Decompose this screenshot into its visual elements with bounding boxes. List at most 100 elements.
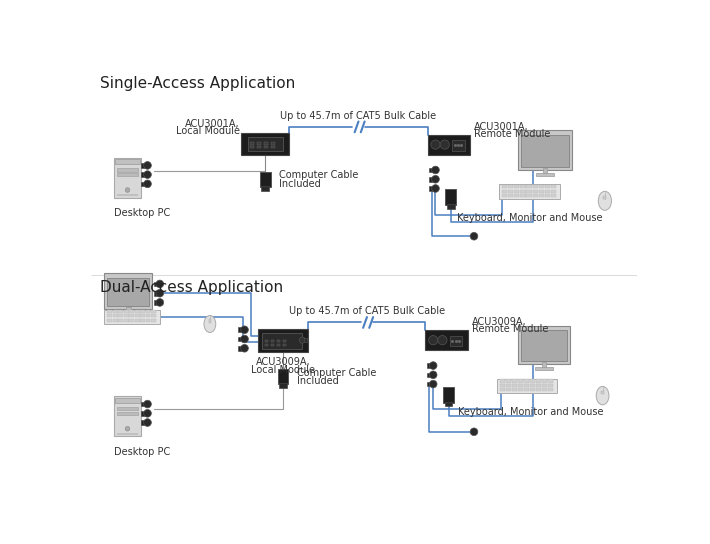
Bar	[257, 143, 261, 145]
Circle shape	[241, 326, 248, 333]
Bar	[271, 146, 275, 149]
Bar	[551, 194, 557, 197]
Text: ACU3009A,: ACU3009A,	[256, 357, 310, 368]
Bar	[124, 310, 129, 313]
Bar	[452, 140, 465, 151]
Bar	[512, 380, 518, 382]
Bar	[116, 173, 138, 176]
Bar	[526, 194, 532, 197]
Bar	[113, 319, 118, 322]
Circle shape	[430, 371, 437, 379]
Bar	[539, 190, 544, 193]
Bar	[542, 388, 547, 391]
Bar	[506, 380, 511, 382]
Bar	[545, 194, 550, 197]
Circle shape	[299, 337, 305, 343]
Text: Desktop PC: Desktop PC	[114, 208, 170, 219]
Bar	[116, 412, 138, 415]
Bar	[141, 182, 148, 186]
Bar	[514, 186, 520, 188]
Bar	[518, 325, 570, 364]
Bar	[153, 282, 160, 286]
Bar	[545, 186, 550, 188]
Bar	[124, 314, 129, 318]
Circle shape	[156, 280, 164, 288]
Circle shape	[143, 410, 151, 417]
Bar	[524, 388, 530, 391]
Bar	[532, 186, 538, 188]
Bar	[604, 196, 606, 199]
Text: Up to 45.7m of CAT5 Bulk Cable: Up to 45.7m of CAT5 Bulk Cable	[289, 306, 445, 316]
Bar	[115, 398, 140, 403]
Bar	[141, 310, 145, 313]
Bar	[427, 363, 433, 368]
Bar	[500, 384, 506, 387]
Bar	[239, 327, 244, 332]
Circle shape	[431, 140, 440, 149]
Bar	[283, 340, 286, 343]
Bar	[530, 388, 535, 391]
Bar	[535, 173, 554, 176]
Ellipse shape	[596, 386, 609, 405]
Text: Dual-Access Application: Dual-Access Application	[100, 280, 283, 295]
Bar	[502, 194, 507, 197]
Bar	[445, 189, 457, 205]
Circle shape	[430, 362, 437, 369]
Bar	[548, 388, 553, 391]
Bar	[265, 340, 268, 343]
Bar	[135, 314, 140, 318]
Bar	[107, 314, 112, 318]
Circle shape	[438, 336, 447, 345]
Bar	[536, 384, 541, 387]
Text: ACU3001A,: ACU3001A,	[474, 122, 529, 132]
Circle shape	[440, 140, 449, 149]
Bar	[471, 430, 476, 434]
Bar	[115, 159, 140, 164]
Circle shape	[143, 171, 151, 178]
Bar	[271, 340, 274, 343]
Bar	[283, 344, 286, 347]
Bar	[539, 194, 544, 197]
Bar	[129, 319, 134, 322]
Bar	[542, 384, 547, 387]
Bar	[126, 307, 131, 313]
Bar	[536, 388, 541, 391]
Bar	[257, 146, 261, 149]
Bar	[532, 194, 538, 197]
Bar	[521, 330, 567, 361]
Bar	[141, 314, 145, 318]
Bar	[471, 234, 476, 238]
Bar	[271, 344, 274, 347]
Bar	[104, 310, 160, 324]
Text: Computer Cable: Computer Cable	[279, 170, 359, 181]
Bar	[548, 380, 553, 382]
Bar	[113, 314, 118, 318]
Bar	[447, 204, 454, 208]
Bar	[535, 367, 553, 370]
Bar	[239, 337, 244, 341]
Bar	[520, 190, 525, 193]
Bar	[141, 163, 148, 168]
Bar	[107, 310, 112, 313]
Bar	[135, 310, 140, 313]
Bar	[520, 186, 525, 188]
Circle shape	[241, 335, 248, 343]
Bar	[129, 310, 134, 313]
Bar	[506, 384, 511, 387]
Bar	[430, 186, 435, 191]
Bar	[141, 172, 148, 177]
Bar	[425, 330, 468, 350]
Bar	[250, 146, 253, 149]
Bar	[536, 380, 541, 382]
Bar	[141, 411, 148, 416]
Bar	[146, 319, 151, 322]
Bar	[141, 319, 145, 322]
Bar	[264, 143, 268, 145]
Bar	[116, 432, 138, 435]
Bar	[545, 190, 550, 193]
Bar	[277, 340, 280, 343]
Bar	[521, 134, 569, 167]
Text: Up to 45.7m of CAT5 Bulk Cable: Up to 45.7m of CAT5 Bulk Cable	[280, 111, 437, 121]
Bar	[279, 384, 287, 388]
Bar	[119, 314, 123, 318]
